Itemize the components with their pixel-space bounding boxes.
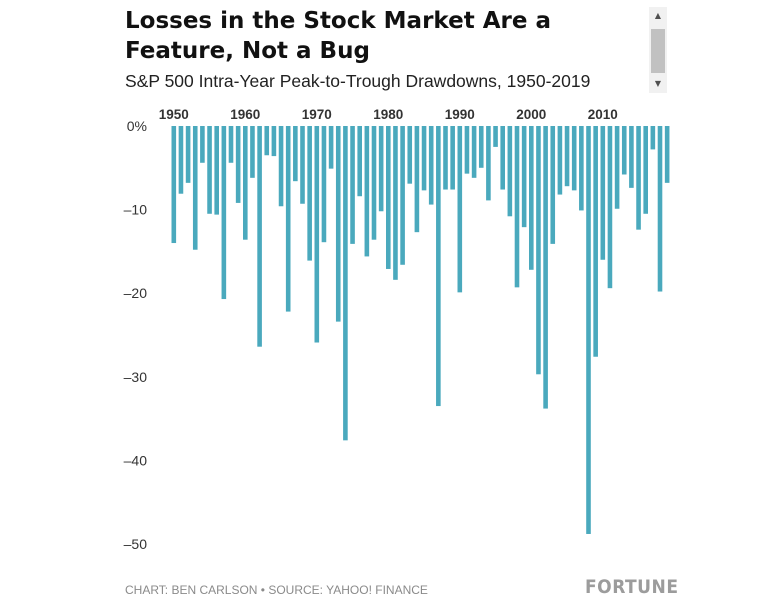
bar-1998	[514, 126, 520, 288]
bar-1964	[271, 126, 277, 157]
bar-2015	[636, 126, 641, 230]
scroll-up-arrow-icon[interactable]: ▲	[654, 11, 662, 20]
bar-2005	[564, 126, 570, 187]
bar-1974	[343, 126, 348, 441]
bar-1980	[386, 126, 391, 269]
bar-1963	[264, 126, 270, 156]
x-tick-label-2000: 2000	[516, 107, 546, 122]
bar-1995	[493, 126, 498, 147]
bar-1950	[171, 126, 177, 244]
bar-1977	[364, 126, 370, 257]
bar-1981	[393, 126, 398, 280]
y-tick-label-10: –10	[124, 202, 148, 218]
bar-2008	[586, 126, 591, 534]
bar-1985	[421, 126, 427, 191]
bar-1958	[228, 126, 234, 163]
bar-2002	[543, 126, 548, 409]
bar-1967	[293, 126, 298, 182]
bar-1978	[371, 126, 377, 240]
x-axis-labels: 1950 1960 1970 1980 1990 2000 2010	[159, 107, 618, 122]
bars-group	[171, 126, 670, 534]
bar-2011	[607, 126, 613, 289]
bar-1993	[478, 126, 484, 168]
bar-1989	[450, 126, 455, 190]
bar-1996	[500, 126, 505, 190]
bar-1975	[350, 126, 355, 244]
bar-1986	[428, 126, 434, 205]
bar-1968	[300, 126, 305, 204]
bar-1965	[278, 126, 284, 207]
bar-1970	[314, 126, 320, 343]
y-tick-label-40: –40	[124, 452, 148, 468]
bar-2000	[529, 126, 534, 270]
y-axis-labels: 0% –10 –20 –30 –40 –50	[124, 118, 148, 552]
x-tick-label-1980: 1980	[373, 107, 403, 122]
bar-1954	[200, 126, 205, 163]
bar-1972	[328, 126, 334, 169]
bar-1969	[307, 126, 312, 261]
bar-1992	[471, 126, 477, 178]
chart-source-credit: CHART: BEN CARLSON • SOURCE: YAHOO! FINA…	[125, 583, 428, 597]
bar-2018	[657, 126, 663, 292]
chart-title: Losses in the Stock Market Are a Feature…	[125, 8, 551, 64]
scroll-down-arrow-icon[interactable]: ▼	[654, 79, 662, 88]
bar-2010	[600, 126, 606, 260]
bar-2017	[650, 126, 656, 150]
bar-1955	[207, 126, 212, 214]
bar-2007	[579, 126, 584, 211]
y-tick-label-0: 0%	[127, 118, 147, 134]
bar-2012	[614, 126, 620, 209]
x-tick-label-1990: 1990	[445, 107, 475, 122]
bar-1976	[357, 126, 362, 197]
bar-1990	[457, 126, 463, 293]
title-scrollbar[interactable]: ▲ ▼	[649, 7, 667, 93]
bar-1983	[407, 126, 413, 184]
y-tick-label-20: –20	[124, 285, 148, 301]
x-tick-label-1960: 1960	[230, 107, 260, 122]
bar-2006	[571, 126, 577, 191]
bar-1960	[243, 126, 248, 240]
bar-1957	[221, 126, 227, 300]
bar-1997	[507, 126, 513, 217]
bar-2003	[550, 126, 556, 244]
bar-1979	[378, 126, 384, 212]
bar-2013	[621, 126, 627, 175]
bar-1956	[214, 126, 219, 215]
bar-1952	[185, 126, 191, 183]
chart-subtitle: S&P 500 Intra-Year Peak-to-Trough Drawdo…	[125, 71, 591, 91]
bar-1961	[250, 126, 255, 178]
bar-1973	[335, 126, 341, 322]
bar-2014	[629, 126, 634, 188]
x-tick-label-2010: 2010	[588, 107, 618, 122]
bar-2016	[643, 126, 648, 214]
bar-1991	[464, 126, 470, 174]
bar-1984	[414, 126, 420, 233]
bar-2001	[536, 126, 541, 375]
bar-1994	[486, 126, 491, 201]
bar-1951	[178, 126, 184, 194]
bar-2019	[664, 126, 670, 183]
bar-1971	[321, 126, 327, 243]
y-tick-label-50: –50	[124, 536, 148, 552]
bar-1982	[400, 126, 405, 265]
bar-2009	[593, 126, 598, 357]
bar-2004	[557, 126, 563, 195]
fortune-logo: FORTUNE	[585, 576, 679, 598]
scrollbar-thumb[interactable]	[651, 29, 665, 73]
x-tick-label-1950: 1950	[159, 107, 189, 122]
bar-1966	[285, 126, 291, 312]
bar-1959	[235, 126, 241, 203]
bar-1962	[257, 126, 262, 347]
bar-1953	[192, 126, 198, 250]
bar-1987	[436, 126, 441, 407]
y-tick-label-30: –30	[124, 369, 148, 385]
x-tick-label-1970: 1970	[302, 107, 332, 122]
bar-1999	[521, 126, 527, 228]
bar-1988	[443, 126, 448, 190]
